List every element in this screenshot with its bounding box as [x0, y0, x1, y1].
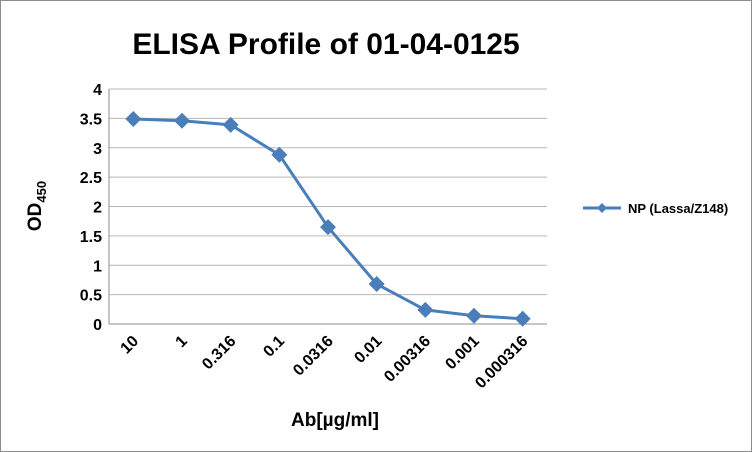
x-tick-label: 0.000316	[472, 333, 531, 392]
y-tick-label: 2	[93, 200, 102, 217]
data-point-marker	[466, 307, 482, 324]
data-point-marker	[222, 116, 239, 133]
y-tick-label: 3	[93, 141, 102, 158]
y-axis-label-main: OD	[25, 203, 46, 232]
x-tick-label: 0.1	[260, 333, 288, 361]
legend-label: NP (Lassa/Z148)	[628, 201, 728, 216]
y-axis-label-subscript: 450	[34, 181, 49, 203]
x-tick-label: 0.01	[351, 333, 385, 367]
x-tick-label: 10	[118, 333, 143, 358]
y-tick-label: 4	[93, 82, 102, 99]
x-tick-label: 1	[173, 333, 191, 351]
y-tick-label: 3.5	[80, 111, 102, 128]
x-tick-label: 0.316	[199, 333, 239, 373]
x-tick-label: 0.001	[442, 333, 482, 373]
y-tick-label: 1.5	[80, 229, 102, 246]
y-tick-label: 1	[93, 258, 102, 275]
y-tick-label: 0.5	[80, 288, 102, 305]
series-line	[133, 117, 523, 321]
data-point-marker	[368, 276, 385, 293]
x-tick-label: 0.0316	[290, 333, 337, 380]
y-tick-label: 2.5	[80, 170, 102, 187]
data-point-marker	[514, 310, 531, 327]
y-tick-labels: 0 0.5 1 1.5 2 2.5 3 3.5 4	[80, 82, 102, 334]
chart-title: ELISA Profile of 01-04-0125	[132, 28, 519, 61]
data-point-marker	[174, 112, 190, 129]
data-point-marker	[125, 110, 142, 127]
data-point-marker	[271, 146, 288, 163]
x-tick-labels: 10 1 0.316 0.1 0.0316 0.010.00316 0.0010.00031…	[118, 333, 532, 392]
y-axis-label: OD450	[25, 181, 49, 231]
x-tick-label: 0.00316	[381, 333, 434, 386]
series-layer	[125, 110, 531, 327]
data-point-marker	[417, 301, 434, 318]
legend-marker-diamond	[597, 203, 607, 213]
y-tick-label: 0	[93, 317, 102, 334]
legend: NP (Lassa/Z148)	[583, 201, 728, 216]
x-axis-label: Ab[µg/ml]	[291, 410, 379, 431]
data-point-marker	[320, 219, 336, 236]
